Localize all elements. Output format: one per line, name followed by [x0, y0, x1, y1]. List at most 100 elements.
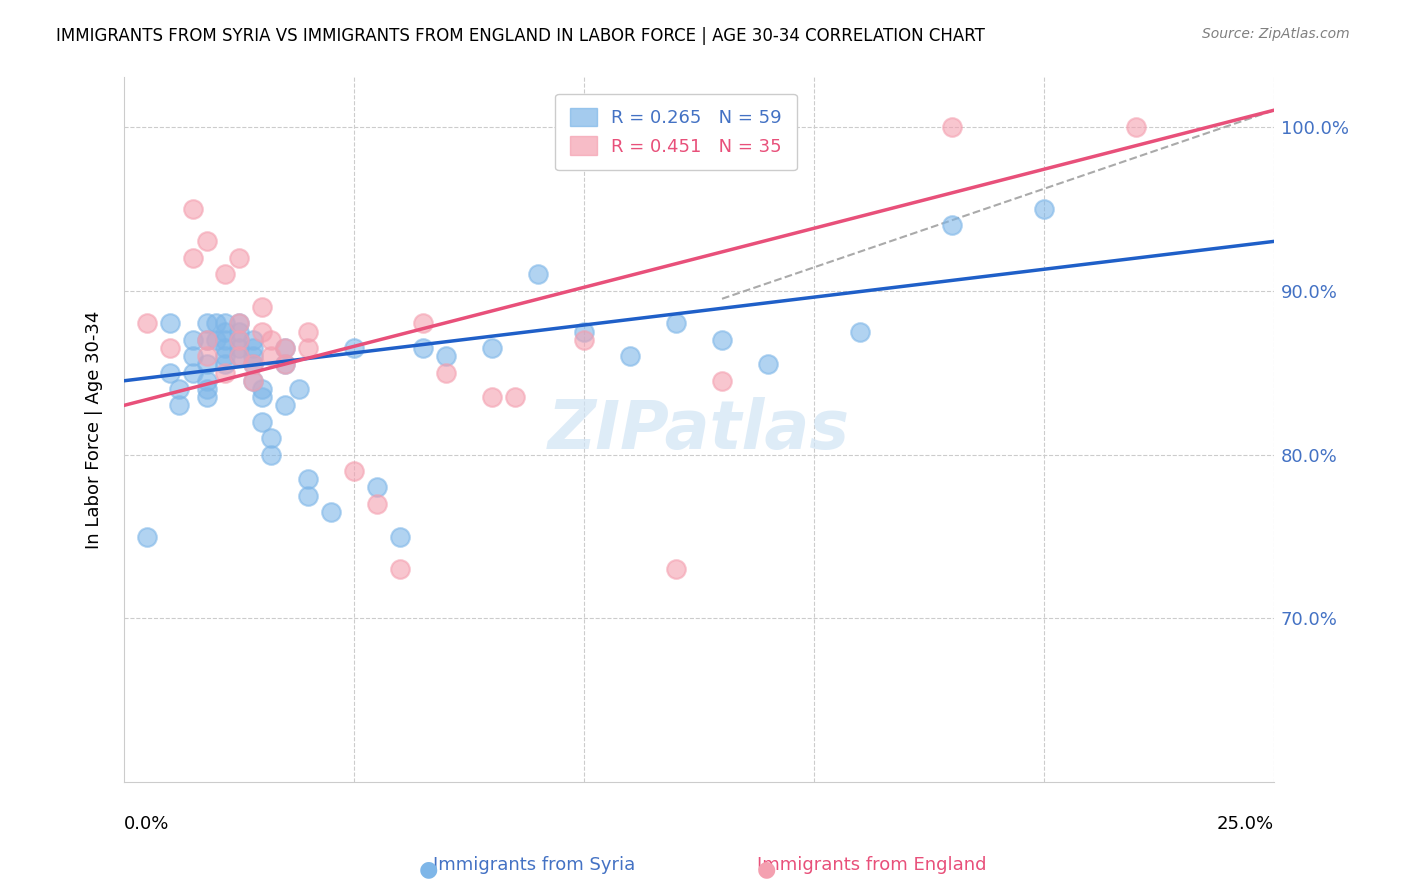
Point — [214, 349, 236, 363]
Point — [297, 341, 319, 355]
Point — [319, 505, 342, 519]
Point — [297, 472, 319, 486]
Point — [228, 251, 250, 265]
Point — [288, 382, 311, 396]
Point — [228, 325, 250, 339]
Legend: R = 0.265   N = 59, R = 0.451   N = 35: R = 0.265 N = 59, R = 0.451 N = 35 — [555, 94, 797, 170]
Point — [169, 382, 191, 396]
Point — [343, 341, 366, 355]
Text: Immigrants from Syria: Immigrants from Syria — [433, 856, 636, 874]
Point — [214, 325, 236, 339]
Point — [214, 317, 236, 331]
Point — [665, 562, 688, 576]
Point — [274, 357, 297, 371]
Y-axis label: In Labor Force | Age 30-34: In Labor Force | Age 30-34 — [86, 310, 103, 549]
Point — [250, 325, 273, 339]
Point — [169, 398, 191, 412]
Point — [434, 349, 457, 363]
Point — [228, 317, 250, 331]
Point — [195, 333, 218, 347]
Point — [159, 341, 181, 355]
Text: IMMIGRANTS FROM SYRIA VS IMMIGRANTS FROM ENGLAND IN LABOR FORCE | AGE 30-34 CORR: IMMIGRANTS FROM SYRIA VS IMMIGRANTS FROM… — [56, 27, 986, 45]
Text: ZIPatlas: ZIPatlas — [548, 397, 851, 463]
Point — [228, 349, 250, 363]
Point — [242, 357, 264, 371]
Point — [389, 529, 412, 543]
Point — [250, 415, 273, 429]
Text: 25.0%: 25.0% — [1216, 815, 1274, 833]
Text: Immigrants from England: Immigrants from England — [756, 856, 987, 874]
Point — [250, 300, 273, 314]
Point — [195, 357, 218, 371]
Point — [195, 317, 218, 331]
Point — [228, 333, 250, 347]
Point — [228, 349, 250, 363]
Point — [412, 341, 434, 355]
Text: Source: ZipAtlas.com: Source: ZipAtlas.com — [1202, 27, 1350, 41]
Point — [260, 349, 283, 363]
Point — [527, 267, 550, 281]
Point — [242, 374, 264, 388]
Point — [1032, 202, 1054, 216]
Point — [228, 317, 250, 331]
Point — [665, 317, 688, 331]
Point — [242, 349, 264, 363]
Point — [941, 218, 963, 232]
Point — [181, 333, 204, 347]
Point — [412, 317, 434, 331]
Point — [195, 333, 218, 347]
Point — [366, 497, 388, 511]
Point — [159, 317, 181, 331]
Point — [214, 366, 236, 380]
Point — [214, 333, 236, 347]
Point — [195, 390, 218, 404]
Point — [274, 341, 297, 355]
Point — [195, 374, 218, 388]
Point — [619, 349, 641, 363]
Point — [481, 390, 503, 404]
Point — [260, 431, 283, 445]
Point — [756, 357, 779, 371]
Point — [195, 349, 218, 363]
Point — [181, 349, 204, 363]
Text: 0.0%: 0.0% — [124, 815, 170, 833]
Point — [572, 333, 595, 347]
Point — [205, 333, 228, 347]
Point — [274, 357, 297, 371]
Point — [711, 374, 734, 388]
Point — [297, 325, 319, 339]
Point — [181, 366, 204, 380]
Point — [228, 333, 250, 347]
Point — [181, 251, 204, 265]
Point — [214, 341, 236, 355]
Point — [274, 398, 297, 412]
Point — [195, 235, 218, 249]
Text: ●: ● — [419, 860, 439, 880]
Point — [250, 390, 273, 404]
Point — [205, 317, 228, 331]
Point — [849, 325, 872, 339]
Point — [481, 341, 503, 355]
Point — [366, 480, 388, 494]
Point — [242, 374, 264, 388]
Point — [136, 317, 159, 331]
Point — [242, 357, 264, 371]
Point — [572, 325, 595, 339]
Text: ●: ● — [756, 860, 776, 880]
Point — [195, 382, 218, 396]
Point — [260, 448, 283, 462]
Point — [242, 341, 264, 355]
Point — [181, 202, 204, 216]
Point — [343, 464, 366, 478]
Point — [941, 120, 963, 134]
Point — [274, 341, 297, 355]
Point — [1125, 120, 1147, 134]
Point — [228, 341, 250, 355]
Point — [711, 333, 734, 347]
Point — [389, 562, 412, 576]
Point — [136, 529, 159, 543]
Point — [214, 357, 236, 371]
Point — [242, 333, 264, 347]
Point — [503, 390, 526, 404]
Point — [434, 366, 457, 380]
